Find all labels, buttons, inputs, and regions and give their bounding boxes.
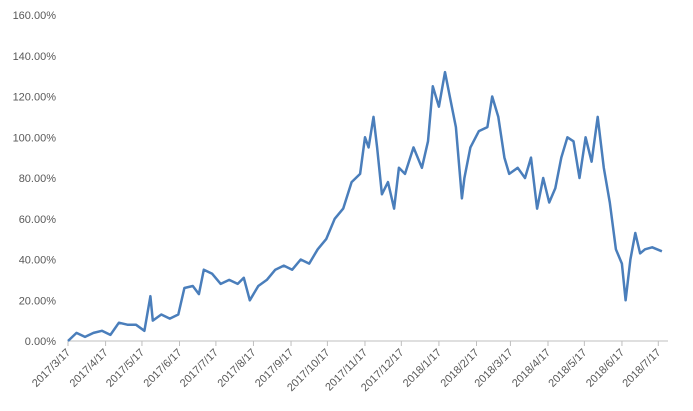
y-tick-label: 80.00% (19, 173, 57, 185)
x-tick-label: 2018/5/17 (546, 347, 589, 390)
y-tick-label: 160.00% (13, 10, 57, 22)
y-tick-label: 0.00% (25, 336, 56, 348)
y-tick-label: 100.00% (13, 132, 57, 144)
y-tick-label: 60.00% (19, 214, 57, 226)
x-tick-label: 2017/6/17 (142, 347, 185, 390)
x-tick-label: 2018/6/17 (584, 347, 627, 390)
x-tick-label: 2017/7/17 (178, 347, 221, 390)
x-tick-label: 2017/4/17 (68, 347, 111, 390)
y-tick-label: 20.00% (19, 295, 57, 307)
y-tick-label: 120.00% (13, 92, 57, 104)
data-line (67, 70, 663, 342)
x-tick-label: 2018/4/17 (510, 347, 553, 390)
x-tick-label: 2017/5/17 (104, 347, 147, 390)
y-tick-label: 140.00% (13, 51, 57, 63)
y-tick-label: 40.00% (19, 255, 57, 267)
x-tick-label: 2017/8/17 (215, 347, 258, 390)
x-tick-label: 2018/7/17 (620, 347, 663, 390)
x-tick-label: 2017/3/17 (30, 347, 73, 390)
x-tick-label: 2018/1/17 (401, 347, 444, 390)
